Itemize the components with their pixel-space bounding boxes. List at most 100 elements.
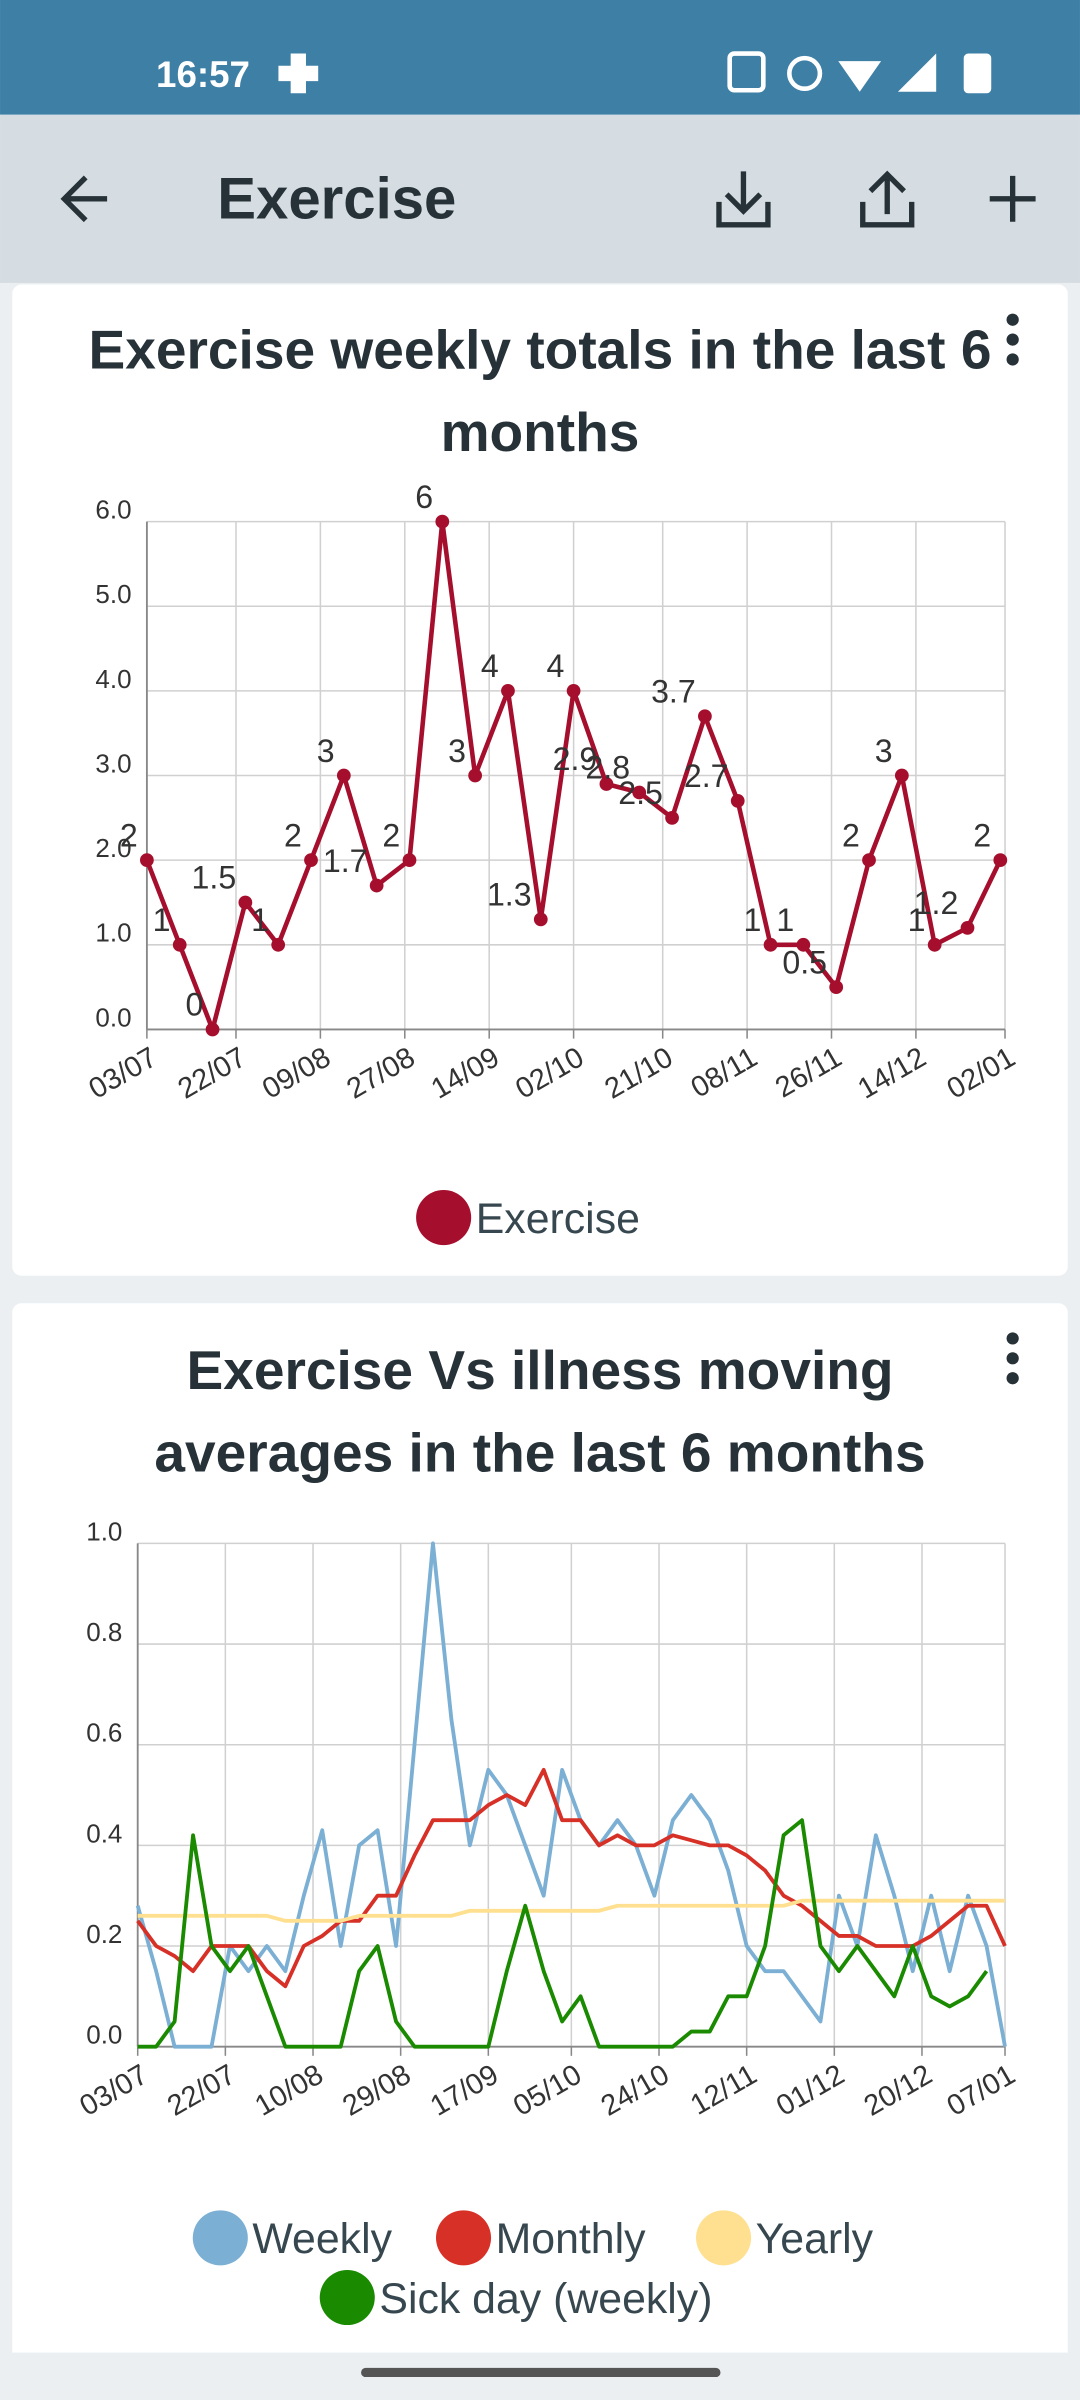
chart-title: Exercise weekly totals in the last 6 mon… [88,318,992,464]
legend-swatch [192,2210,248,2266]
data-label: 2 [120,817,138,853]
data-point [894,768,909,783]
y-tick-label: 4.0 [95,664,131,694]
y-tick-label: 0.6 [86,1718,122,1748]
data-point [336,768,351,783]
data-label: 0 [185,987,203,1023]
data-point [665,810,679,825]
data-point [304,853,318,868]
chart-title-box: Exercise weekly totals in the last 6 mon… [88,318,992,464]
y-tick-label: 0.0 [95,1002,131,1032]
y-tick-label: 0.4 [86,1818,122,1848]
series-line [137,1898,1006,1923]
data-point [829,980,844,995]
chart-title: Exercise Vs illness moving averages in t… [154,1338,926,1484]
y-tick-label: 1.0 [86,1516,122,1546]
data-point [238,895,253,910]
status-icons [727,51,992,94]
data-point [796,937,811,952]
data-label: 1.5 [192,860,237,896]
download-button[interactable] [716,171,771,228]
data-label: 3 [448,733,466,769]
chart-card [12,284,1068,1276]
data-label: 6 [415,479,433,515]
legend-label: Sick day (weekly) [379,2275,712,2323]
data-point [730,794,745,808]
data-label: 1 [153,902,171,938]
data-point [435,514,450,529]
notification-icon [278,53,319,94]
home-handle[interactable] [361,2367,721,2378]
data-point [960,920,975,935]
legend-label: Monthly [496,2215,647,2263]
data-point [993,853,1008,868]
card-menu-button[interactable] [1006,1332,1019,1385]
data-point [205,1022,220,1037]
y-tick-label: 0.8 [86,1617,122,1647]
data-label: 1.2 [914,885,959,921]
card-menu-button[interactable] [1006,313,1019,366]
data-label: 3 [317,733,335,769]
data-point [271,937,286,952]
y-tick-label: 0.2 [86,1919,122,1949]
data-label: 2 [382,817,400,853]
data-point [698,709,712,724]
data-point [566,684,581,698]
data-label: 1 [908,902,926,938]
app-title: Exercise [217,167,456,232]
data-point [533,912,548,927]
legend-label: Yearly [756,2215,874,2263]
data-point [468,768,483,783]
data-label: 4 [547,648,565,684]
chart-card [12,1303,1068,2374]
chart-title-box: Exercise Vs illness moving averages in t… [154,1338,926,1484]
data-label: 3 [875,733,893,769]
data-point [927,937,942,952]
data-point [172,937,187,952]
data-label: 2 [284,817,302,853]
data-label: 1.7 [323,843,368,879]
add-button[interactable] [989,175,1036,222]
back-button[interactable] [60,175,108,223]
clock: 16:57 [156,54,250,95]
legend-swatch [416,1190,472,1246]
data-label: 1.3 [487,877,532,913]
data-label: 0.5 [782,944,827,980]
series-line [136,1767,1007,1989]
data-label: 2.9 [553,741,598,777]
data-point [862,853,876,868]
y-tick-label: 1.0 [95,918,131,948]
legend-label: Weekly [252,2215,392,2263]
y-tick-label: 6.0 [95,495,131,525]
data-label: 2.7 [684,758,729,794]
legend-swatch [319,2269,375,2326]
data-label: 3.7 [651,674,696,710]
data-point [763,937,778,952]
data-label: 2.8 [585,750,630,786]
legend-swatch [435,2210,492,2266]
data-label: 2.5 [618,775,663,811]
data-label: 1 [251,902,269,938]
data-point [599,777,614,791]
data-point [369,878,384,893]
y-tick-label: 2.0 [95,833,131,863]
data-label: 1 [776,902,794,938]
share-button[interactable] [860,170,915,228]
data-point [140,853,154,868]
data-point [402,853,417,868]
legend-label: Exercise [476,1195,640,1243]
y-tick-label: 5.0 [95,579,131,609]
y-tick-label: 3.0 [95,748,131,778]
series-line [135,1541,1007,2049]
data-label: 1 [744,902,762,938]
data-point [632,785,647,800]
legend-swatch [696,2210,752,2266]
data-label: 4 [481,648,499,684]
data-label: 2 [842,817,860,853]
status-bar [0,0,1080,115]
app-bar [0,114,1080,283]
y-tick-label: 0.0 [86,2020,122,2050]
series-line [137,1818,989,2049]
